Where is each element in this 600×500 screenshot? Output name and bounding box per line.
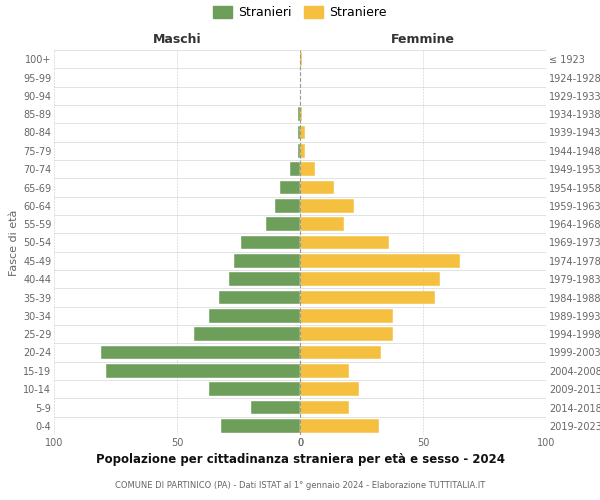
Bar [221, 419, 300, 432]
Bar [275, 199, 300, 212]
Bar [101, 346, 300, 360]
Bar [300, 162, 315, 176]
Bar [209, 382, 300, 396]
Bar [194, 328, 300, 341]
Bar [300, 272, 440, 286]
Bar [300, 400, 349, 414]
Bar [300, 52, 302, 66]
Bar [300, 328, 394, 341]
Bar [298, 108, 300, 121]
Bar [300, 218, 344, 231]
Legend: Stranieri, Straniere: Stranieri, Straniere [208, 1, 392, 24]
Bar [300, 144, 305, 158]
Bar [298, 126, 300, 140]
Title: Femmine: Femmine [391, 33, 455, 46]
Bar [300, 108, 302, 121]
Bar [300, 199, 354, 212]
Bar [106, 364, 300, 378]
Bar [209, 309, 300, 322]
Y-axis label: Fasce di età: Fasce di età [8, 210, 19, 276]
Bar [219, 290, 300, 304]
Bar [300, 236, 389, 250]
Bar [229, 272, 300, 286]
Bar [300, 382, 359, 396]
Bar [300, 180, 334, 194]
Bar [298, 144, 300, 158]
Bar [290, 162, 300, 176]
Bar [300, 419, 379, 432]
Text: Popolazione per cittadinanza straniera per età e sesso - 2024: Popolazione per cittadinanza straniera p… [95, 452, 505, 466]
Bar [233, 254, 300, 268]
Bar [300, 346, 381, 360]
Title: Maschi: Maschi [152, 33, 202, 46]
Bar [300, 364, 349, 378]
Text: COMUNE DI PARTINICO (PA) - Dati ISTAT al 1° gennaio 2024 - Elaborazione TUTTITAL: COMUNE DI PARTINICO (PA) - Dati ISTAT al… [115, 480, 485, 490]
Bar [300, 126, 305, 140]
Bar [300, 290, 436, 304]
Bar [241, 236, 300, 250]
Bar [266, 218, 300, 231]
Bar [280, 180, 300, 194]
Bar [300, 309, 394, 322]
Bar [251, 400, 300, 414]
Bar [300, 254, 460, 268]
